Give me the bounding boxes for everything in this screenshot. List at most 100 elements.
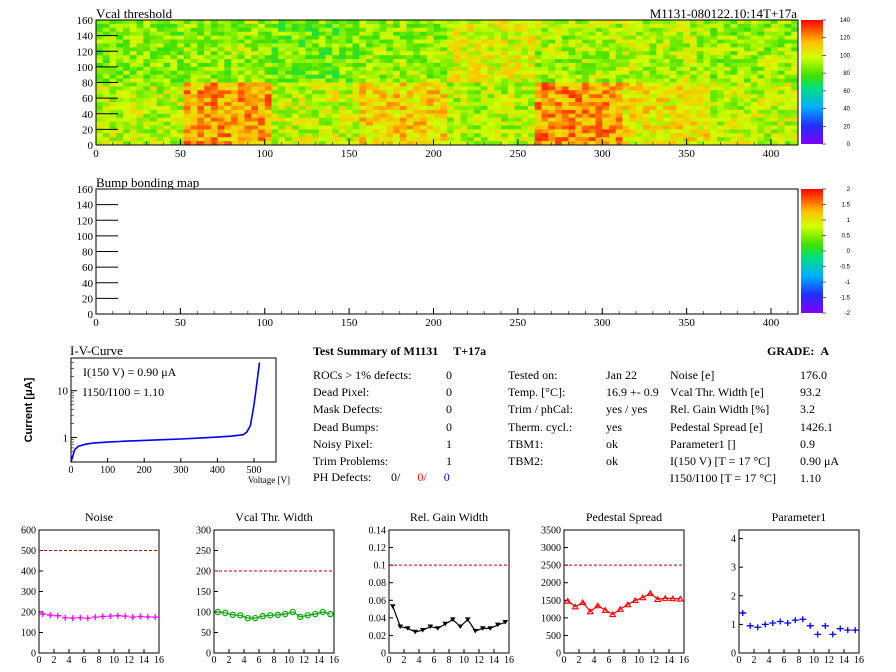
heatmap-cell: [453, 39, 461, 44]
heatmap-cell: [541, 102, 549, 107]
heatmap-cell: [386, 133, 394, 138]
heatmap-cell: [318, 23, 326, 29]
heatmap-cell: [210, 125, 218, 130]
heatmap-cell: [588, 66, 596, 72]
heatmap-cell: [440, 113, 448, 119]
heatmap-cell: [318, 70, 326, 76]
heatmap-cell: [325, 39, 333, 44]
heatmap-cell: [352, 66, 360, 72]
heatmap-cell: [136, 66, 144, 72]
x-tick-label: 50: [175, 317, 187, 329]
heatmap-cell: [717, 105, 725, 111]
heatmap-cell: [615, 129, 623, 134]
heatmap-cell: [568, 66, 576, 72]
heatmap-cell: [480, 23, 488, 29]
heatmap-cell: [386, 121, 394, 126]
heatmap-cell: [588, 113, 596, 119]
parameter1-point: [806, 622, 814, 629]
heatmap-cell: [501, 62, 509, 68]
heatmap-cell: [298, 82, 306, 87]
heatmap-cell: [555, 109, 563, 115]
heatmap-cell: [150, 86, 158, 91]
heatmap-cell: [224, 51, 232, 56]
heatmap-cell: [258, 51, 266, 56]
heatmap-cell: [231, 109, 239, 115]
heatmap-cell: [210, 109, 218, 115]
pedestal-spread-title: Pedestal Spread: [586, 510, 662, 524]
heatmap-cell: [102, 117, 110, 122]
heatmap-cell: [555, 90, 563, 95]
heatmap-cell: [777, 51, 785, 56]
heatmap-cell: [568, 62, 576, 68]
heatmap-cell: [143, 90, 151, 95]
heatmap-cell: [588, 121, 596, 126]
heatmap-cell: [582, 105, 590, 111]
heatmap-cell: [305, 90, 313, 95]
rel-gain-width-point: [442, 621, 449, 627]
heatmap-cell: [406, 31, 414, 37]
heatmap-cell: [447, 23, 455, 29]
heatmap-cell: [447, 66, 455, 72]
heatmap-cell: [737, 86, 745, 91]
heatmap-cell: [534, 86, 542, 91]
heatmap-cell: [204, 35, 212, 40]
heatmap-cell: [123, 125, 131, 130]
heatmap-cell: [325, 125, 333, 130]
heatmap-cell: [325, 35, 333, 40]
heatmap-cell: [474, 90, 482, 95]
heatmap-cell: [339, 23, 347, 29]
heatmap-cell: [521, 113, 529, 119]
heatmap-cell: [507, 102, 515, 107]
heatmap-cell: [561, 117, 569, 122]
y-tick-label: 300: [21, 587, 36, 598]
heatmap-cell: [575, 113, 583, 119]
noise-point: [121, 613, 129, 620]
heatmap-cell: [379, 137, 387, 142]
heatmap-cell: [420, 121, 428, 126]
heatmap-cell: [129, 117, 137, 122]
heatmap-cell: [460, 113, 468, 119]
heatmap-cell: [372, 78, 380, 83]
heatmap-cell: [379, 78, 387, 83]
heatmap-cell: [217, 121, 225, 126]
heatmap-cell: [210, 121, 218, 126]
heatmap-cell: [737, 23, 745, 29]
heatmap-cell: [318, 137, 326, 142]
heatmap-cell: [366, 102, 374, 107]
heatmap-cell: [568, 117, 576, 122]
heatmap-cell: [163, 141, 171, 146]
heatmap-cell: [568, 105, 576, 111]
heatmap-cell: [258, 98, 266, 103]
heatmap-cell: [771, 39, 779, 44]
heatmap-cell: [109, 35, 117, 40]
heatmap-cell: [609, 105, 617, 111]
heatmap-cell: [703, 82, 711, 87]
heatmap-cell: [629, 121, 637, 126]
heatmap-cell: [467, 27, 475, 33]
heatmap-cell: [305, 55, 313, 60]
heatmap-cell: [656, 35, 664, 40]
heatmap-cell: [386, 39, 394, 44]
heatmap-cell: [102, 109, 110, 115]
heatmap-cell: [420, 133, 428, 138]
heatmap-cell: [629, 94, 637, 99]
heatmap-cell: [204, 27, 212, 33]
heatmap-cell: [217, 47, 225, 52]
heatmap-cell: [345, 23, 353, 29]
heatmap-cell: [264, 39, 272, 44]
heatmap-cell: [440, 66, 448, 72]
heatmap-cell: [339, 20, 347, 25]
heatmap-cell: [379, 43, 387, 48]
heatmap-cell: [487, 39, 495, 44]
heatmap-cell: [413, 86, 421, 91]
heatmap-cell: [359, 20, 367, 25]
heatmap-cell: [642, 82, 650, 87]
heatmap-cell: [291, 62, 299, 68]
heatmap-cell: [737, 133, 745, 138]
heatmap-cell: [163, 27, 171, 33]
heatmap-cell: [197, 105, 205, 111]
heatmap-cell: [312, 125, 320, 130]
heatmap-cell: [453, 27, 461, 33]
heatmap-cell: [474, 121, 482, 126]
heatmap-cell: [372, 66, 380, 72]
